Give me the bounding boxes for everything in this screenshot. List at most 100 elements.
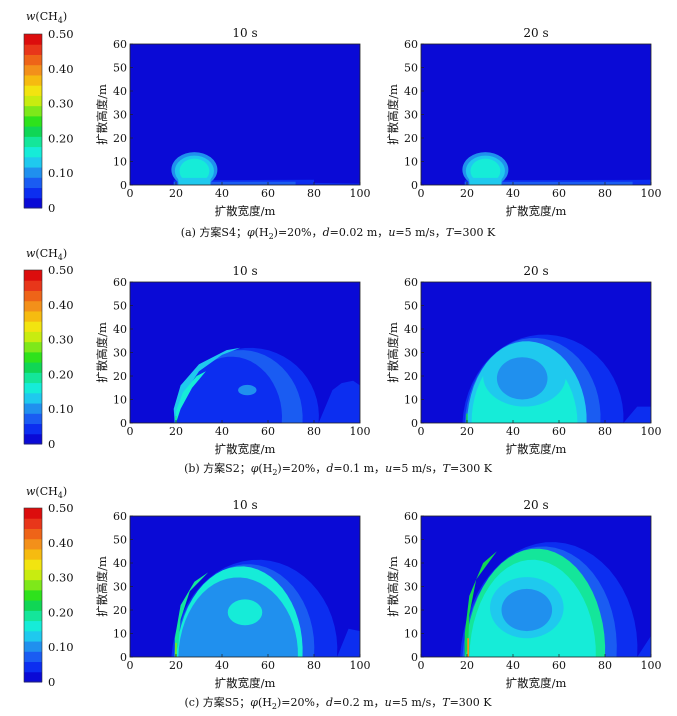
colorbar-band	[24, 321, 42, 332]
colorbar-band	[24, 341, 42, 353]
contour-level-5	[176, 371, 206, 423]
x-axis-label: 扩散宽度/m	[506, 676, 567, 690]
y-tick-label: 10	[113, 156, 127, 169]
panel-title: 20 s	[523, 264, 548, 278]
colorbar-band	[24, 64, 42, 76]
contour-field	[421, 516, 651, 657]
colorbar-tick-label: 0.40	[48, 62, 74, 76]
contour-level-4	[173, 347, 241, 423]
colorbar-frame	[23, 507, 43, 683]
y-tick-label: 20	[404, 604, 418, 617]
field-background	[130, 44, 360, 185]
colorbar-band	[24, 74, 42, 86]
x-axis-label: 扩散宽度/m	[506, 204, 567, 218]
colorbar-band	[24, 600, 42, 611]
y-axis-label: 扩散高度/m	[386, 84, 400, 145]
colorbar-band	[24, 671, 42, 683]
y-tick-label: 30	[404, 109, 418, 122]
contour-field	[130, 282, 360, 423]
x-tick-label: 100	[641, 425, 662, 438]
y-tick-label: 10	[404, 156, 418, 169]
colorbar-band	[24, 641, 42, 652]
colorbar-tick-label: 0.20	[48, 131, 74, 145]
contour-level-3	[238, 384, 257, 396]
colorbar-band	[24, 331, 42, 343]
x-tick-label: 0	[418, 187, 425, 200]
y-tick-label: 30	[404, 347, 418, 360]
x-tick-label: 40	[506, 187, 520, 200]
colorbar-band	[24, 610, 42, 622]
x-axis-label: 扩散宽度/m	[506, 442, 567, 456]
y-tick-label: 0	[120, 651, 127, 664]
heatmap-panel: 0 20 40 60 80 100 0 10 20 30 40 50 60 20 s 扩散宽度/m 扩散高度/…	[386, 264, 662, 456]
colorbar-tick-label: 0.10	[48, 402, 74, 416]
colorbar-band	[24, 392, 42, 404]
contour-level-5	[470, 158, 501, 184]
y-tick-label: 30	[113, 347, 127, 360]
colorbar-band	[24, 85, 42, 96]
colorbar-band	[24, 372, 42, 384]
y-tick-label: 60	[113, 276, 127, 289]
y-tick-label: 30	[404, 581, 418, 594]
heatmap-panel: 0 20 40 60 80 100 0 10 20 30 40 50 60 20 s 扩散宽度/m 扩散高度/…	[386, 26, 662, 218]
colorbar-band	[24, 167, 42, 178]
y-tick-label: 60	[404, 38, 418, 51]
y-tick-label: 50	[404, 62, 418, 75]
x-axis-label: 扩散宽度/m	[215, 676, 276, 690]
panel-title: 10 s	[232, 264, 257, 278]
colorbar-tick-label: 0.10	[48, 166, 74, 180]
x-tick-label: 20	[460, 659, 474, 672]
x-tick-label: 80	[307, 425, 321, 438]
subfigure-caption: (a) 方案S4；φ(H2)=20%，d=0.02 m，u=5 m/s，T=30…	[181, 225, 496, 241]
colorbar-tick-label: 0.10	[48, 640, 74, 654]
x-tick-label: 80	[598, 659, 612, 672]
x-tick-label: 100	[350, 187, 371, 200]
y-tick-label: 40	[113, 557, 127, 570]
contour-level-5	[179, 158, 210, 184]
subfigure-caption: (b) 方案S2；φ(H2)=20%，d=0.1 m，u=5 m/s，T=300…	[184, 461, 493, 477]
x-tick-label: 40	[506, 659, 520, 672]
y-tick-label: 60	[404, 276, 418, 289]
heatmap-panel: 0 20 40 60 80 100 0 10 20 30 40 50 60 20 s 扩散宽度/m 扩散高度/…	[386, 498, 662, 690]
colorbar-band	[24, 300, 42, 312]
colorbar-band	[24, 382, 42, 394]
y-tick-label: 20	[113, 370, 127, 383]
y-tick-label: 50	[404, 300, 418, 313]
y-tick-label: 40	[113, 323, 127, 336]
colorbar-band	[24, 508, 42, 519]
x-axis-label: 扩散宽度/m	[215, 442, 276, 456]
colorbar: w(CH4)0.50 0.40 0.30 0.20 0.10 0	[23, 247, 74, 451]
colorbar: w(CH4)0.50 0.40 0.30 0.20 0.10 0	[23, 485, 74, 689]
colorbar-band	[24, 290, 42, 302]
colorbar-band	[24, 661, 42, 673]
x-tick-label: 40	[506, 425, 520, 438]
colorbar-frame	[23, 269, 43, 445]
x-tick-label: 100	[350, 659, 371, 672]
contour-level-5	[227, 599, 263, 626]
colorbar-band	[24, 351, 42, 363]
colorbar-tick-label: 0.20	[48, 367, 74, 381]
colorbar-tick-label: 0.30	[48, 571, 74, 585]
heatmap-panel: 0 20 40 60 80 100 0 10 20 30 40 50 60 10 s 扩散宽度/m 扩散高度/…	[95, 498, 371, 690]
colorbar-band	[24, 126, 42, 137]
contour-field	[130, 44, 360, 185]
x-tick-label: 0	[418, 659, 425, 672]
colorbar-band	[24, 569, 42, 581]
colorbar-band	[24, 44, 42, 55]
colorbar-tick-label: 0.40	[48, 298, 74, 312]
colorbar-band	[24, 528, 42, 540]
contour-field	[421, 44, 651, 185]
y-tick-label: 10	[113, 628, 127, 641]
y-tick-label: 50	[113, 534, 127, 547]
colorbar-band	[24, 280, 42, 291]
colorbar-label: w(CH4)	[26, 485, 67, 500]
colorbar-band	[24, 95, 42, 107]
colorbar-frame	[23, 33, 43, 209]
y-tick-label: 0	[411, 179, 418, 192]
colorbar-tick-label: 0.50	[48, 263, 74, 277]
y-tick-label: 40	[404, 323, 418, 336]
contour-field	[421, 282, 651, 423]
contour-level-3	[501, 588, 553, 632]
colorbar-band	[24, 105, 42, 117]
y-tick-label: 50	[404, 534, 418, 547]
